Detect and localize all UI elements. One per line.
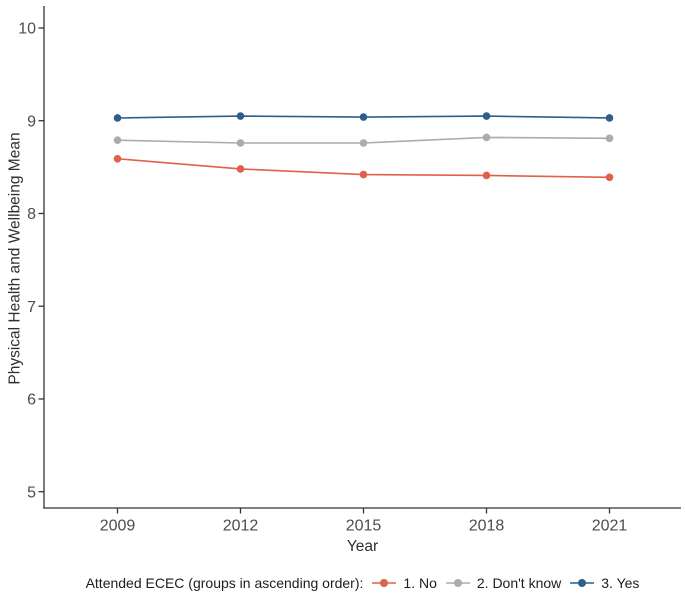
data-point — [236, 112, 245, 120]
legend-title: Attended ECEC (groups in ascending order… — [85, 575, 364, 591]
legend-item: 3. Yes — [570, 575, 639, 591]
data-point — [482, 171, 491, 180]
y-tick-label: 9 — [27, 113, 36, 130]
data-point — [359, 170, 368, 179]
x-tick-label: 2021 — [592, 518, 628, 535]
data-point — [113, 114, 122, 122]
data-point — [482, 112, 491, 120]
y-tick-label: 5 — [27, 484, 36, 501]
legend-item: 1. No — [372, 575, 437, 591]
data-point — [236, 139, 245, 147]
legend-item-label: 3. Yes — [601, 575, 640, 591]
legend-key-icon — [570, 579, 595, 587]
data-point — [359, 113, 368, 121]
x-tick-label: 2018 — [469, 518, 505, 535]
legend: Attended ECEC (groups in ascending order… — [20, 575, 685, 591]
data-point — [605, 134, 614, 143]
legend-item-label: 2. Don't know — [476, 575, 562, 591]
x-tick-label: 2015 — [346, 518, 382, 535]
legend-items: 1. No 2. Don't know 3. Yes — [372, 575, 639, 591]
legend-key-icon — [445, 579, 470, 587]
legend-item-label: 1. No — [403, 575, 437, 591]
data-point — [113, 136, 122, 145]
data-point — [359, 139, 368, 147]
y-tick-label: 6 — [27, 392, 36, 409]
x-tick-label: 2009 — [100, 518, 136, 535]
x-tick-label: 2012 — [223, 518, 259, 535]
data-point — [605, 173, 614, 182]
x-axis-title: Year — [346, 538, 379, 555]
data-point — [605, 114, 614, 122]
data-point — [113, 154, 122, 163]
legend-key-icon — [372, 579, 397, 587]
data-point — [236, 165, 245, 173]
legend-item: 2. Don't know — [445, 575, 562, 591]
y-tick-label: 10 — [18, 21, 36, 38]
data-point — [482, 133, 491, 142]
y-axis-title: Physical Health and Wellbeing Mean — [6, 132, 24, 385]
y-tick-label: 8 — [27, 206, 36, 223]
y-tick-label: 7 — [27, 299, 36, 316]
